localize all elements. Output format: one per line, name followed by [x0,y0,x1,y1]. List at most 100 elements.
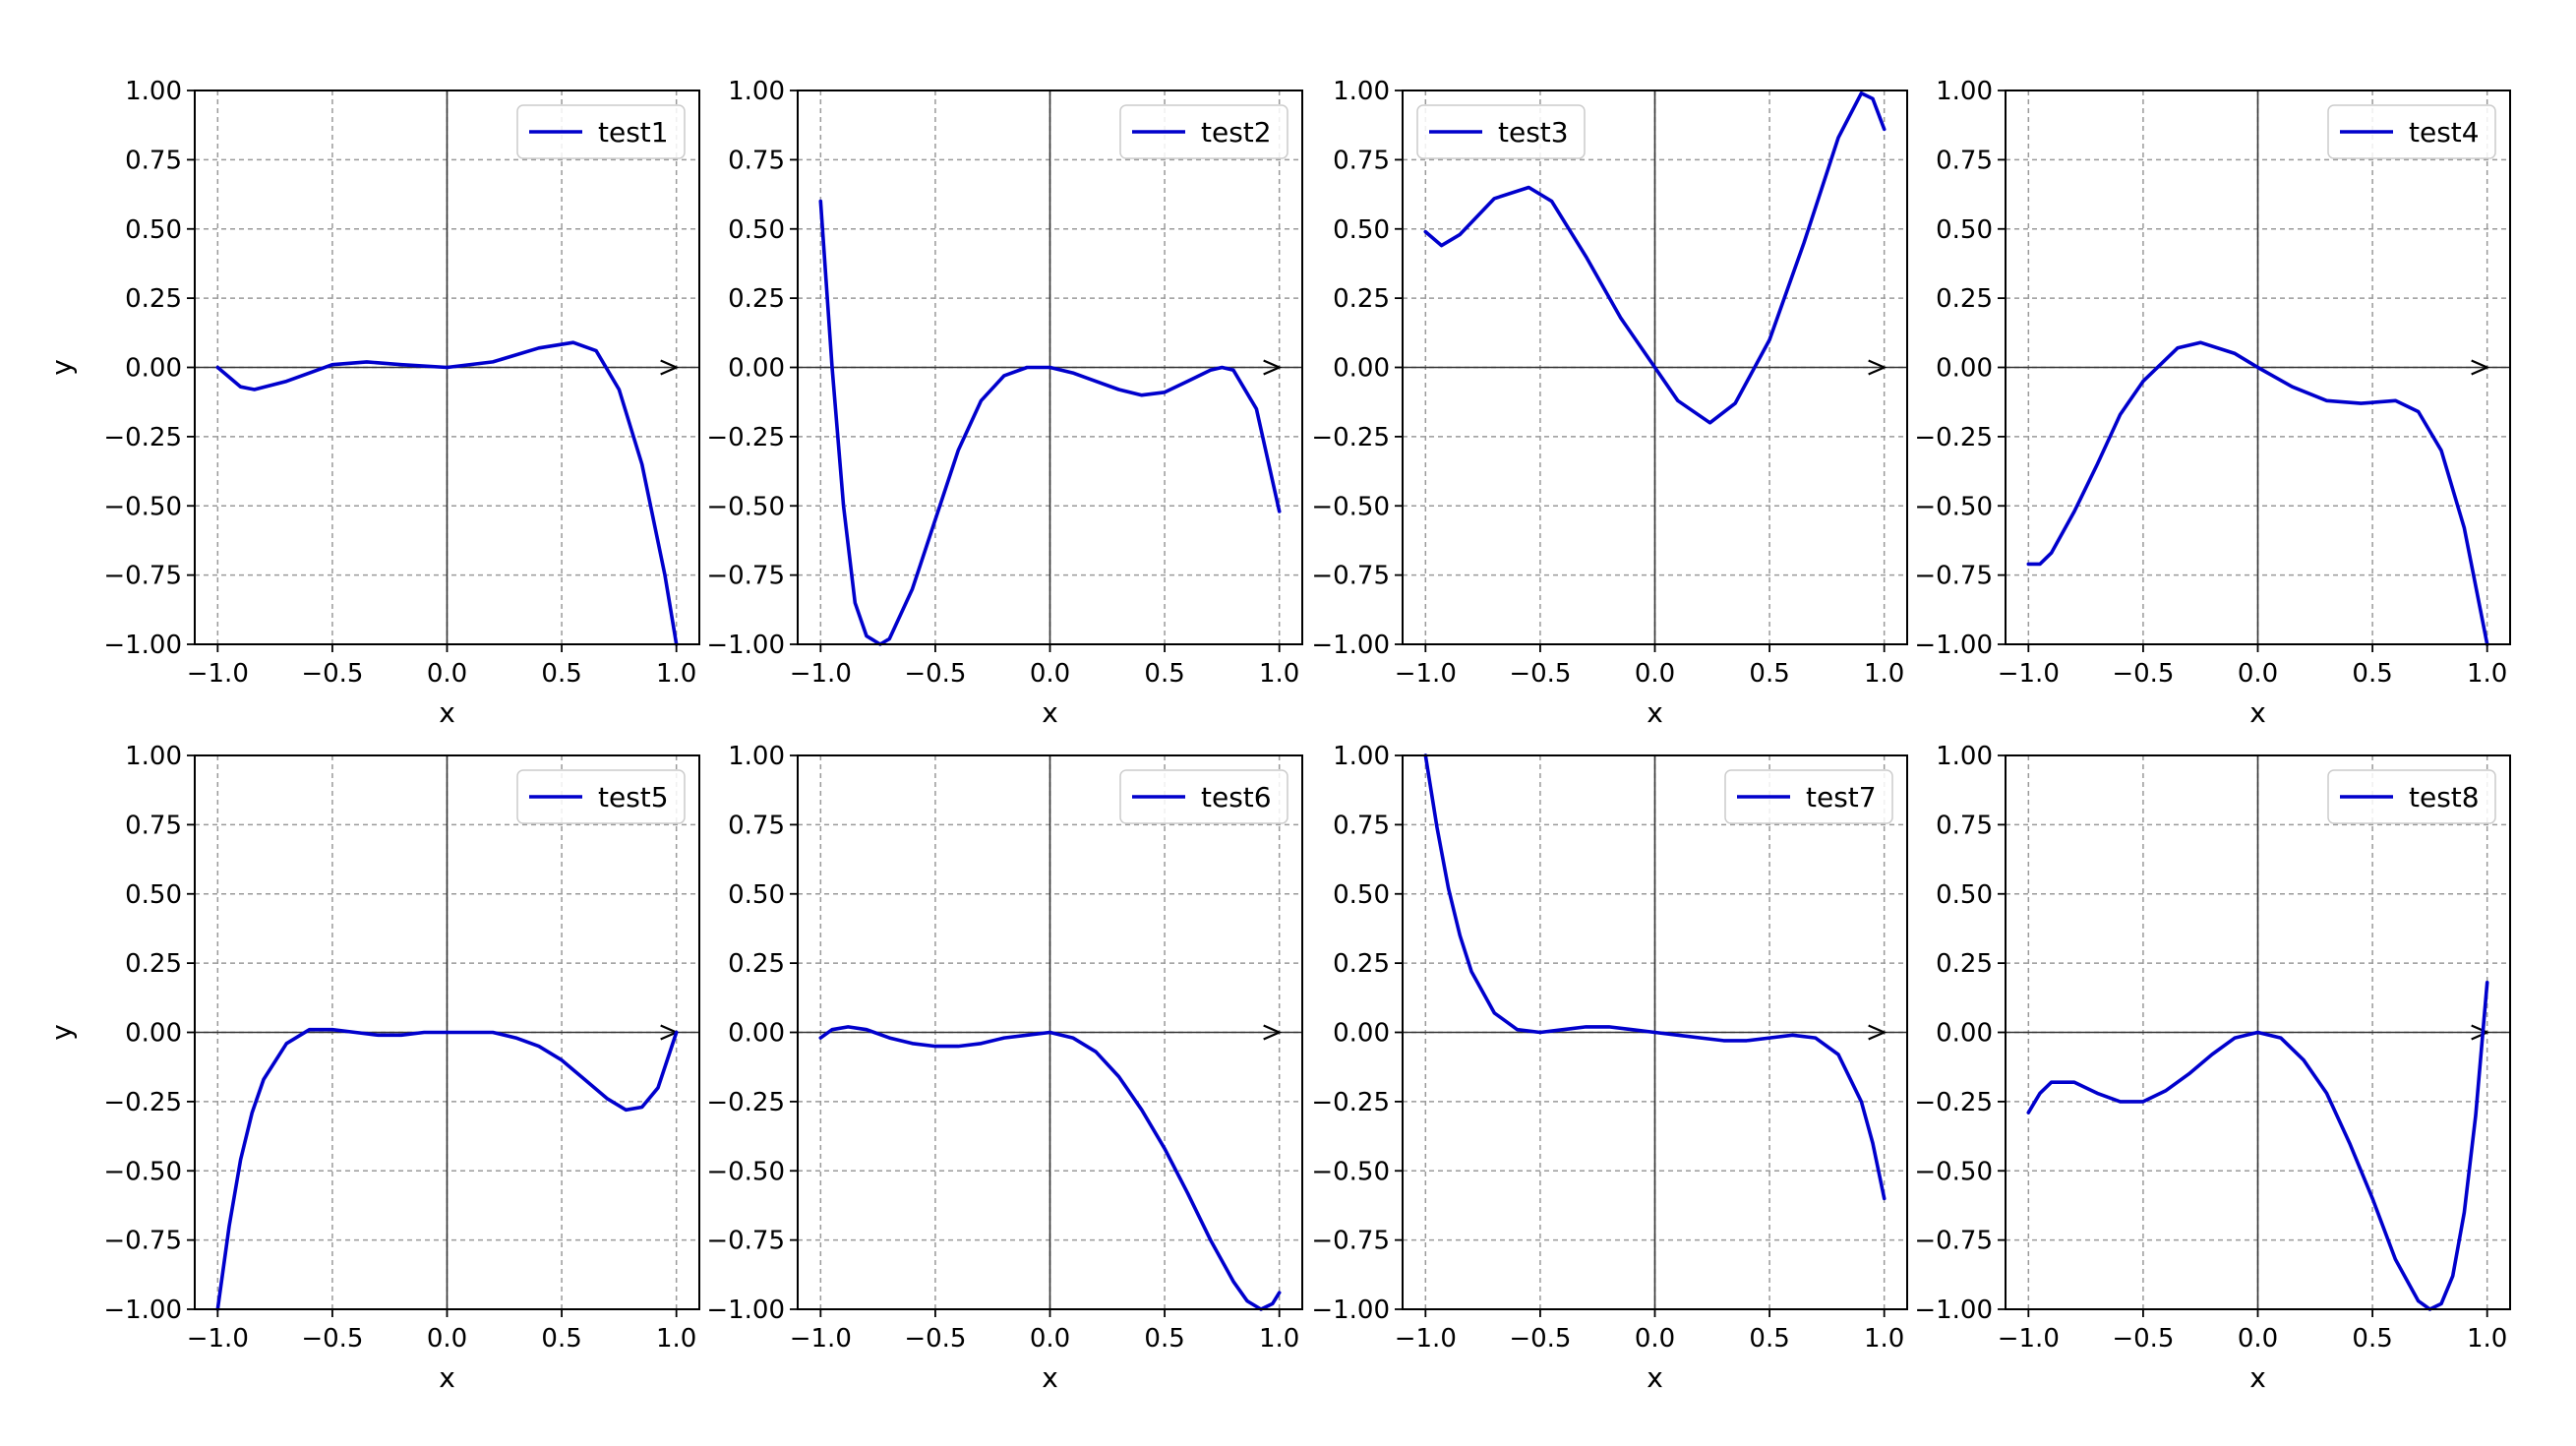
y-tick-label: 1.00 [1936,77,1993,106]
legend-box [516,104,686,159]
subplot-1: −1.0 −0.5 0.0 0.5 1.0 1.00 0.75 0.50 0.25 0.00 −0.… [45,77,700,729]
x-axis-arrow-icon [1263,359,1283,376]
x-tick-label: −0.5 [1509,659,1571,689]
x-tick-label: 0.0 [1030,659,1070,689]
legend-label: test7 [1806,781,1877,813]
x-tick-label: 0.0 [2238,1324,2278,1354]
y-tick-label: 0.00 [1936,1019,1993,1049]
x-tick-label: 1.0 [1259,1324,1299,1354]
y-tick-label: −0.50 [706,492,785,521]
x-tick-label: 0.5 [1144,1324,1184,1354]
series-line-test8 [2026,981,2489,1311]
x-axis-arrow-icon [1868,359,1887,376]
x-axis-arrow-icon [1263,1024,1283,1041]
legend-box [1416,104,1586,159]
y-tick-label: 0.75 [728,811,785,840]
legend: test3 [1416,104,1586,159]
x-tick-label: −0.5 [904,1324,966,1354]
y-tick-label: 0.75 [125,146,182,175]
y-tick-label: −0.50 [1311,1157,1390,1186]
x-tick-label: 0.0 [1030,1324,1070,1354]
y-tick-label: 1.00 [125,742,182,771]
y-tick-label: 0.50 [1936,215,1993,245]
x-tick-label: 0.5 [541,1324,581,1354]
y-tick-label: −0.75 [103,562,182,591]
x-tick-label: 1.0 [2467,659,2507,689]
y-tick-label: −1.00 [103,631,182,660]
y-tick-label: 0.50 [1333,215,1390,245]
x-axis-label: x [1042,696,1058,729]
y-tick-label: −0.50 [103,492,182,521]
legend-label: test8 [2409,781,2480,813]
subplot-4: −1.0 −0.5 0.0 0.5 1.0 1.00 0.75 0.50 0.25 0.00 −0.… [1914,77,2511,729]
x-tick-label: 0.0 [1635,1324,1675,1354]
legend-label: test2 [1201,116,1272,149]
y-tick-label: −1.00 [706,631,785,660]
y-tick-label: 0.75 [728,146,785,175]
legend-label: test6 [1201,781,1272,813]
y-tick-label: 0.00 [728,1019,785,1049]
y-tick-label: −0.25 [706,423,785,452]
y-tick-label: −0.25 [1914,1088,1993,1117]
x-tick-label: −1.0 [790,1324,852,1354]
x-tick-label: −0.5 [301,659,363,689]
x-tick-label: 0.5 [1749,659,1789,689]
series-line-test6 [818,1025,1282,1311]
legend: test5 [516,769,686,824]
y-tick-label: 0.25 [1936,284,1993,314]
y-tick-label: −0.75 [1311,562,1390,591]
legend-box [1119,104,1288,159]
y-tick-label: −1.00 [103,1295,182,1325]
y-tick-label: −0.75 [103,1227,182,1256]
legend-box [2327,769,2496,824]
y-tick-label: −0.25 [103,423,182,452]
y-tick-label: −0.25 [706,1088,785,1117]
x-tick-label: 1.0 [1864,659,1904,689]
x-tick-label: 1.0 [656,659,696,689]
x-tick-label: −0.5 [2112,659,2174,689]
y-tick-label: −1.00 [1914,631,1993,660]
y-tick-label: −1.00 [1311,631,1390,660]
x-tick-label: −1.0 [1998,1324,2060,1354]
legend: test7 [1724,769,1893,824]
legend-box [1119,769,1288,824]
legend: test2 [1119,104,1288,159]
y-axis-label: y [45,1024,78,1041]
x-tick-label: −1.0 [1395,659,1457,689]
series-line-test3 [1423,91,1887,425]
legend-box [516,769,686,824]
y-tick-label: 0.00 [1333,1019,1390,1049]
y-tick-label: 0.25 [125,284,182,314]
y-tick-label: −0.75 [706,1227,785,1256]
x-tick-label: −0.5 [1509,1324,1571,1354]
x-tick-label: 0.5 [2352,659,2392,689]
y-tick-label: 1.00 [1936,742,1993,771]
y-tick-label: 0.00 [125,1019,182,1049]
legend-box [1724,769,1893,824]
y-tick-label: 0.00 [1936,354,1993,384]
y-tick-label: 0.25 [728,949,785,979]
legend-label: test4 [2409,116,2480,149]
y-tick-label: −1.00 [1914,1295,1993,1325]
y-tick-label: −1.00 [706,1295,785,1325]
legend: test8 [2327,769,2496,824]
y-tick-label: 1.00 [728,742,785,771]
x-tick-label: −0.5 [2112,1324,2174,1354]
x-tick-label: −1.0 [187,659,249,689]
x-tick-label: 0.0 [427,1324,467,1354]
y-tick-label: 1.00 [1333,742,1390,771]
series-line-test7 [1423,753,1887,1201]
x-axis-arrow-icon [2471,359,2490,376]
x-tick-label: −1.0 [790,659,852,689]
y-tick-label: 1.00 [125,77,182,106]
x-tick-label: 1.0 [1259,659,1299,689]
series-line-test2 [818,199,1282,646]
y-tick-label: 0.25 [125,949,182,979]
x-axis-label: x [439,696,455,729]
y-tick-label: 1.00 [728,77,785,106]
legend-box [2327,104,2496,159]
y-tick-label: 0.25 [1333,949,1390,979]
x-axis-arrow-icon [660,359,680,376]
x-tick-label: 1.0 [656,1324,696,1354]
